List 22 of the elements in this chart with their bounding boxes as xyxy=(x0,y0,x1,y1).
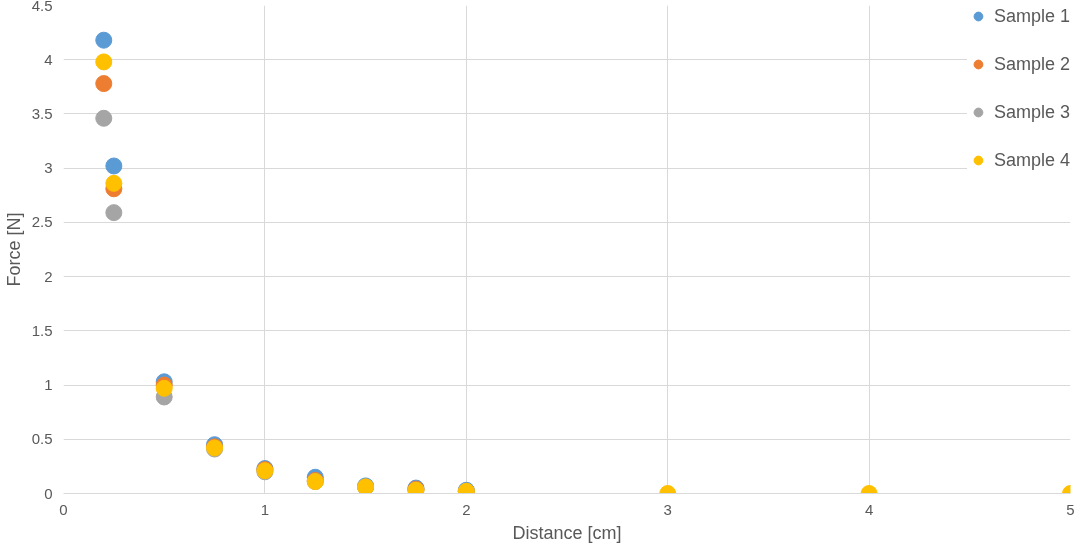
x-tick-label: 5 xyxy=(1066,500,1075,518)
y-tick-label: 4 xyxy=(44,50,53,68)
legend-label: Sample 1 xyxy=(993,5,1070,27)
legend-label: Sample 3 xyxy=(993,101,1070,123)
y-tick-label: 3.5 xyxy=(31,104,53,122)
x-tick-label: 1 xyxy=(260,500,270,518)
y-tick-label: 1 xyxy=(44,376,53,394)
y-tick-label: 1.5 xyxy=(31,321,53,339)
y-tick-label: 3 xyxy=(44,159,53,177)
y-axis-title: Force [N] xyxy=(3,212,24,287)
legend-label: Sample 2 xyxy=(993,53,1070,75)
x-tick-label: 2 xyxy=(462,500,471,518)
y-tick-label: 4.5 xyxy=(31,0,53,14)
legend-label: Sample 4 xyxy=(993,149,1070,171)
y-tick-label: 0 xyxy=(44,484,53,502)
y-tick-label: 2 xyxy=(44,267,53,285)
x-tick-label: 4 xyxy=(864,500,874,518)
x-tick-label: 0 xyxy=(59,500,68,518)
x-axis-title: Distance [cm] xyxy=(512,522,622,543)
x-tick-label: 3 xyxy=(663,500,672,518)
y-tick-label: 2.5 xyxy=(31,213,53,231)
y-tick-label: 0.5 xyxy=(31,430,53,448)
